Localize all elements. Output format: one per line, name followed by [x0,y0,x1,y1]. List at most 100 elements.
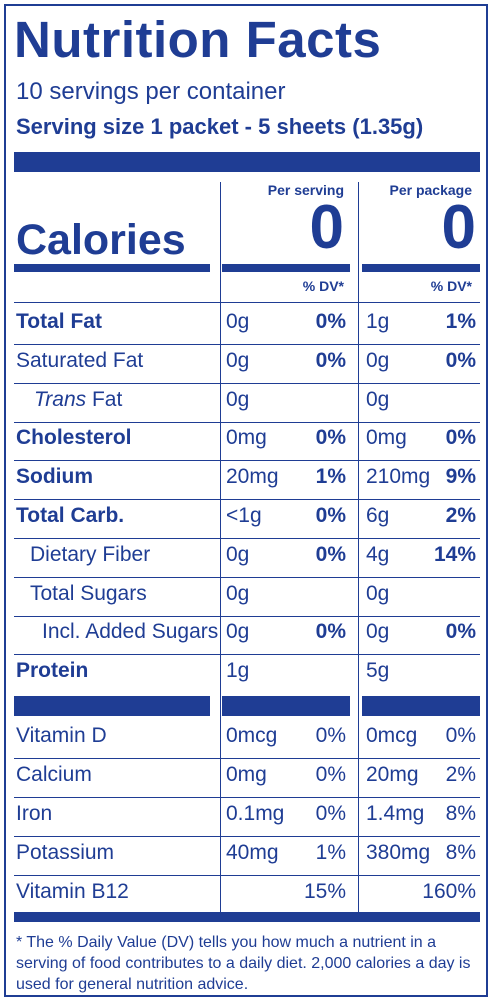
serving-amount: 1g [226,659,250,683]
row-divider [14,460,480,462]
row-divider [14,421,480,423]
row-divider [14,654,480,656]
footnote: * The % Daily Value (DV) tells you how m… [16,934,471,993]
nutrient-name: Total Fat [16,310,102,333]
serving-amount: 0mg [226,763,267,786]
package-amount: 0g [366,581,390,605]
serving-amount: 0g [226,387,250,411]
serving-dv: 1% [315,465,346,489]
calories-per-package: 0 [441,193,476,262]
package-amount: 380mg [366,841,431,864]
vitamin-name: Calcium [16,763,92,786]
package-amount: 6g [366,504,390,527]
serving-dv: 0% [315,724,346,747]
package-amount: 5g [366,659,390,683]
nutrient-name-rest: Fat [86,387,123,411]
calories-divider-mid [222,264,350,272]
nutrient-name: Incl. Added Sugars [42,620,219,644]
serving-dv: 0% [315,310,346,333]
vitamin-name: Vitamin B12 [16,880,129,903]
package-dv: 8% [445,841,476,864]
servings-per-container: 10 servings per container [16,78,286,105]
calories-label: Calories [16,216,186,264]
dv-header-serving: % DV* [302,278,344,294]
column-divider-left [220,182,221,918]
serving-amount: 0mcg [226,724,278,747]
nutrient-name-italic: Trans [34,387,87,411]
serving-amount: 0g [226,310,250,333]
nutrient-name: Dietary Fiber [30,542,151,566]
package-amount: 0g [366,620,390,644]
serving-size: Serving size 1 packet - 5 sheets (1.35g) [16,114,424,139]
row-divider [14,302,480,303]
serving-amount: 0.1mg [226,802,285,825]
nutrient-name: Trans Fat [34,388,122,412]
package-dv: 2% [445,763,476,786]
row-divider [14,797,480,798]
nutrient-name: Sodium [16,465,93,489]
nutrient-name: Cholesterol [16,426,132,450]
serving-amount: 0mg [226,426,267,450]
per-package-header: Per package [389,182,473,198]
row-divider [14,499,480,501]
row-divider [14,344,480,345]
package-dv: 0% [445,426,476,450]
per-serving-header: Per serving [267,182,344,198]
dv-header-package: % DV* [430,278,472,294]
package-amount: 1g [366,310,390,333]
nutrient-name: Total Sugars [30,581,147,605]
bottom-divider [14,912,480,922]
serving-dv: 15% [303,880,346,903]
panel-title: Nutrition Facts [14,11,382,68]
package-amount: 20mg [366,763,419,786]
row-divider [14,538,480,539]
nutrition-facts-panel: Nutrition Facts 10 servings per containe… [4,4,488,997]
row-divider [14,382,480,384]
row-divider [14,758,480,759]
package-amount: 0g [366,387,390,411]
serving-amount: 0g [226,348,250,372]
package-dv: 160% [422,880,476,903]
package-dv: 0% [445,620,476,644]
vitamin-divider-right [362,696,480,716]
package-amount: 0mcg [366,724,418,747]
column-divider-right [358,182,359,918]
row-divider [14,836,480,837]
nutrient-name: Protein [16,659,89,683]
serving-amount: 0g [226,542,250,566]
vitamin-divider-left [14,696,210,716]
row-divider [14,615,480,617]
package-amount: 4g [366,542,390,566]
vitamin-name: Potassium [16,841,115,864]
thick-divider-top [14,152,480,172]
row-divider [14,576,480,578]
package-dv: 2% [445,504,476,527]
package-dv: 9% [445,465,476,489]
serving-dv: 0% [315,504,346,527]
vitamin-divider-mid [222,696,350,716]
serving-dv: 0% [315,620,346,644]
serving-dv: 0% [315,763,346,786]
serving-amount: 0g [226,581,250,605]
package-amount: 0g [366,348,390,372]
package-dv: 0% [445,348,476,372]
serving-dv: 0% [315,802,346,825]
nutrient-name: Total Carb. [16,504,125,527]
package-amount: 210mg [366,465,431,489]
calories-per-serving: 0 [309,193,344,262]
package-amount: 1.4mg [366,802,425,825]
package-amount: 0mg [366,426,407,450]
calories-divider-left [14,264,210,272]
package-dv: 8% [445,802,476,825]
serving-amount: 40mg [226,841,279,864]
vitamin-name: Iron [16,802,53,825]
nutrient-name: Saturated Fat [16,348,144,372]
vitamin-name: Vitamin D [16,724,107,747]
serving-amount: <1g [226,504,262,527]
serving-amount: 20mg [226,465,279,489]
serving-dv: 0% [315,426,346,450]
package-dv: 14% [433,542,476,566]
serving-dv: 1% [315,841,346,864]
serving-amount: 0g [226,620,250,644]
serving-dv: 0% [315,542,346,566]
